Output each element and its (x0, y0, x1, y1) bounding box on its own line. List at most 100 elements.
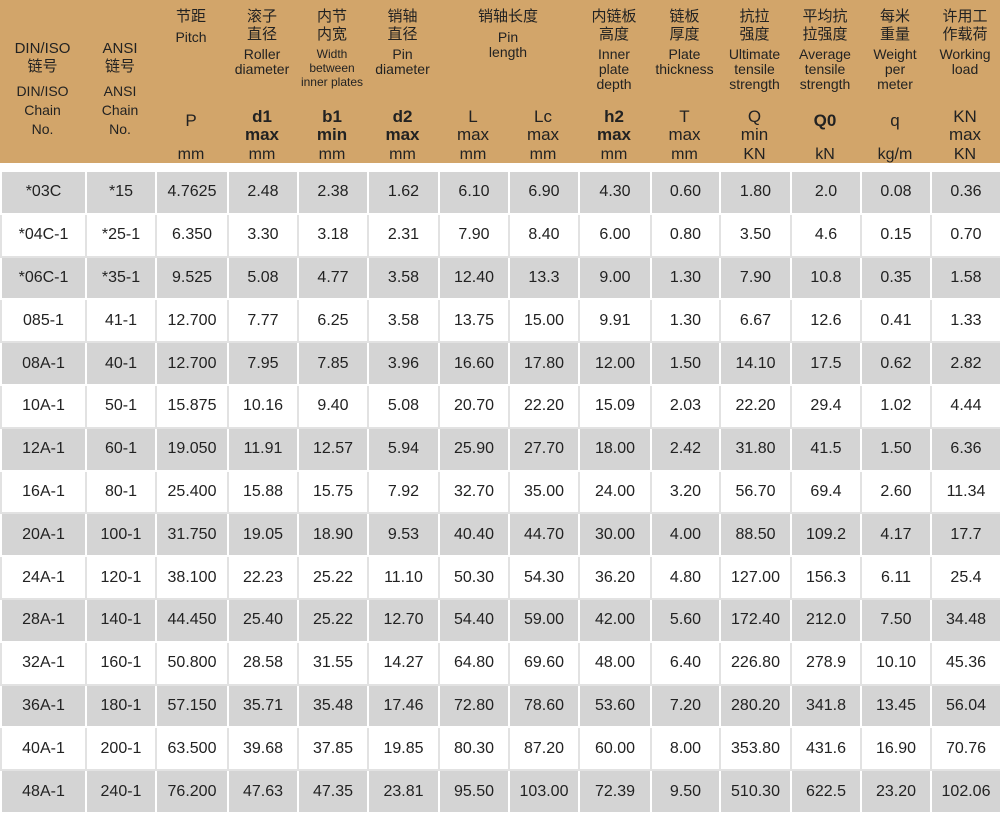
table-cell: 12.700 (155, 341, 229, 386)
table-cell: 3.50 (719, 212, 792, 258)
table-cell: 54.30 (508, 555, 580, 600)
column-header-cn: 链板 厚度 (669, 8, 700, 43)
column-unit: mm (318, 146, 346, 163)
table-cell: 44.450 (155, 597, 229, 643)
table-cell: 5.60 (650, 597, 721, 643)
table-cell: 5.08 (367, 383, 440, 429)
table-cell: 31.750 (155, 512, 229, 558)
table-cell: 212.0 (790, 597, 862, 643)
table-cell: 13.3 (508, 255, 580, 301)
table-row: *06C-1 *35-1 9.525 5.08 4.77 3.58 12.40 13.3 9.0… (0, 255, 1000, 301)
column-header-cn: 许用工 作载荷 (942, 8, 988, 43)
table-cell: 15.88 (227, 469, 299, 515)
table-row: 48A-1 240-1 76.200 47.63 47.35 23.81 95.50 103.… (0, 769, 1000, 814)
table-row: 28A-1 140-1 44.450 25.40 25.22 12.70 54.40 59.0… (0, 597, 1000, 643)
table-cell: 6.00 (578, 212, 652, 258)
table-cell: 36.20 (578, 555, 652, 600)
table-cell: 54.40 (438, 597, 510, 643)
table-cell: 10.16 (227, 383, 299, 429)
column-unit: mm (600, 146, 628, 163)
table-cell: 40.40 (438, 512, 510, 558)
table-cell: 1.33 (930, 298, 1000, 344)
table-header: DIN/ISO 链号 DIN/ISO Chain No. ANSI 链号 ANSI C… (0, 0, 1000, 163)
table-cell: 9.91 (578, 298, 652, 344)
table-cell: 45.36 (930, 640, 1000, 686)
table-cell: 72.80 (438, 683, 510, 729)
table-cell: 4.17 (860, 512, 932, 558)
column-header-cn: 内链板 高度 (591, 8, 637, 43)
table-cell: 3.20 (650, 469, 721, 515)
table-cell: 3.30 (227, 212, 299, 258)
table-cell: 2.82 (930, 341, 1000, 386)
table-cell: 8.00 (650, 726, 721, 772)
table-cell: 6.36 (930, 426, 1000, 472)
table-cell: 11.10 (367, 555, 440, 600)
table-cell: 12.700 (155, 298, 229, 344)
column-header-en: Working load (939, 46, 991, 77)
column-header-en: Pin length (488, 29, 528, 60)
column-header-en: Pin diameter (375, 46, 430, 77)
table-cell: 156.3 (790, 555, 862, 600)
table-cell: 12A-1 (0, 426, 87, 472)
column-header-cn: 滚子 直径 (246, 8, 277, 43)
table-cell: 9.00 (578, 255, 652, 301)
table-cell: 10.10 (860, 640, 932, 686)
column-symbol: KN max (948, 107, 982, 144)
table-row: 08A-1 40-1 12.700 7.95 7.85 3.96 16.60 17.80 12.… (0, 341, 1000, 386)
table-cell: 0.15 (860, 212, 932, 258)
column-header-en: Ultimate tensile strength (728, 46, 781, 92)
table-cell: 16.60 (438, 341, 510, 386)
table-cell: 4.44 (930, 383, 1000, 429)
table-cell: 15.00 (508, 298, 580, 344)
column-header-cn: 抗拉 强度 (739, 8, 770, 43)
table-cell: 7.85 (297, 341, 369, 386)
table-cell: 0.36 (930, 170, 1000, 215)
table-cell: 28A-1 (0, 597, 87, 643)
table-cell: 9.50 (650, 769, 721, 814)
table-cell: 12.00 (578, 341, 652, 386)
table-cell: 24.00 (578, 469, 652, 515)
table-cell: 22.20 (508, 383, 580, 429)
table-cell: 56.04 (930, 683, 1000, 729)
table-cell: 22.20 (719, 383, 792, 429)
table-cell: 31.55 (297, 640, 369, 686)
column-unit: KN (743, 146, 766, 163)
table-cell: 17.7 (930, 512, 1000, 558)
column-header-en: Roller diameter (234, 46, 290, 77)
table-cell: 12.6 (790, 298, 862, 344)
table-cell: 0.70 (930, 212, 1000, 258)
table-cell: 172.40 (719, 597, 792, 643)
column-symbol: d1 max (244, 107, 280, 144)
table-cell: 48A-1 (0, 769, 87, 814)
table-cell: 6.40 (650, 640, 721, 686)
table-cell: 25.40 (227, 597, 299, 643)
table-cell: 3.58 (367, 255, 440, 301)
column-symbol: L max (456, 107, 490, 144)
table-cell: 13.75 (438, 298, 510, 344)
table-cell: 69.4 (790, 469, 862, 515)
table-cell: 240-1 (85, 769, 157, 814)
table-cell: 39.68 (227, 726, 299, 772)
table-cell: 2.38 (297, 170, 369, 215)
table-cell: 4.80 (650, 555, 721, 600)
column-unit: mm (389, 146, 416, 163)
table-row: 10A-1 50-1 15.875 10.16 9.40 5.08 20.70 22.20 15… (0, 383, 1000, 429)
table-cell: 4.7625 (155, 170, 229, 215)
table-cell: 25.22 (297, 597, 369, 643)
column-header-en: DIN/ISO Chain No. (16, 83, 69, 137)
table-cell: 510.30 (719, 769, 792, 814)
column-header-en: Plate thickness (655, 46, 714, 77)
column-symbol: h2 max (596, 107, 632, 144)
table-cell: 1.30 (650, 255, 721, 301)
table-cell: *03C (0, 170, 87, 215)
column-header-cn: 销轴 直径 (387, 8, 418, 43)
table-cell: 37.85 (297, 726, 369, 772)
table-cell: 16A-1 (0, 469, 87, 515)
table-cell: 2.42 (650, 426, 721, 472)
column-header-en: Pitch (175, 29, 207, 45)
table-cell: 4.00 (650, 512, 721, 558)
table-cell: 25.90 (438, 426, 510, 472)
table-cell: 34.48 (930, 597, 1000, 643)
table-cell: 6.25 (297, 298, 369, 344)
table-cell: 8.40 (508, 212, 580, 258)
